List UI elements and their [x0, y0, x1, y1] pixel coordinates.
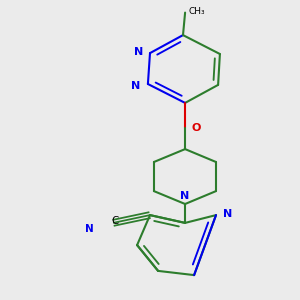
Text: N: N	[181, 190, 190, 201]
Text: C: C	[112, 216, 119, 226]
Text: CH₃: CH₃	[188, 7, 205, 16]
Text: N: N	[224, 208, 232, 219]
Text: N: N	[85, 224, 94, 234]
Text: N: N	[131, 81, 140, 92]
Text: N: N	[134, 46, 143, 57]
Text: O: O	[192, 123, 201, 133]
